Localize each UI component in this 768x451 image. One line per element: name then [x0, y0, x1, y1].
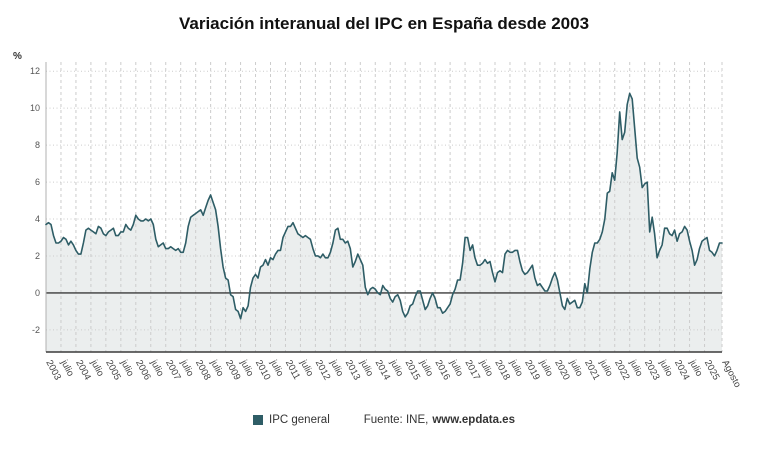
area-fill	[46, 93, 722, 353]
y-tick-label: 0	[35, 288, 40, 298]
legend-series-label: IPC general	[269, 414, 330, 426]
legend-item-ipc-general: IPC general	[253, 414, 330, 426]
ipc-series-line	[45, 92, 723, 320]
y-tick-label: 12	[30, 66, 40, 76]
y-tick-label: 6	[35, 177, 40, 187]
series-swatch-icon	[253, 415, 264, 425]
chart-title: Variación interanual del IPC en España d…	[178, 14, 590, 33]
source-attribution: Fuente: INE, www.epdata.es	[364, 414, 515, 426]
y-tick-label: -2	[32, 325, 40, 335]
y-tick-label: 2	[35, 251, 40, 261]
y-tick-label: 10	[30, 103, 40, 113]
y-axis-unit-label: %	[13, 51, 22, 62]
x-tick-label: 2025	[702, 358, 722, 382]
chart-legend: IPC general Fuente: INE, www.epdata.es	[0, 414, 768, 426]
source-site-link: www.epdata.es	[432, 414, 515, 426]
source-prefix: Fuente: INE,	[363, 414, 429, 426]
ipc-line-chart: -20246810122003julio2004julio2005julio20…	[30, 62, 743, 390]
y-tick-label: 4	[35, 214, 40, 224]
x-tick-label: Agosto	[719, 358, 743, 389]
y-tick-label: 8	[35, 140, 40, 150]
